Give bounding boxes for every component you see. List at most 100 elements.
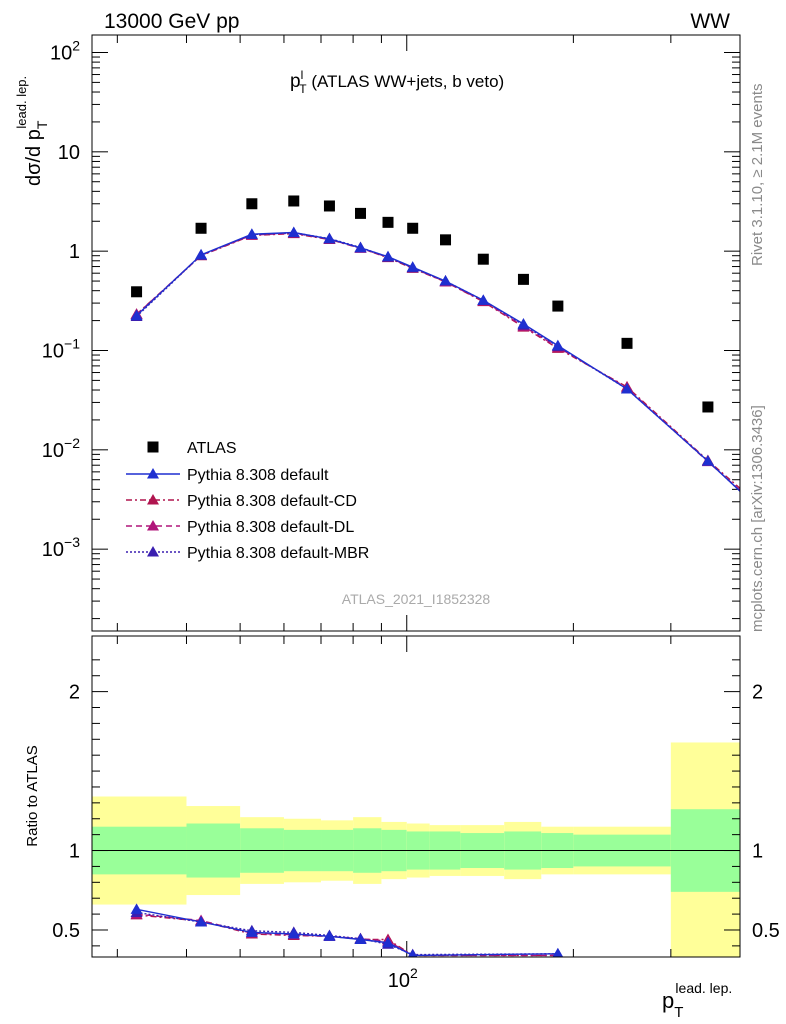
main-ytick-label: 102 xyxy=(50,37,80,64)
series-marker-default xyxy=(323,232,336,244)
main-ytick-label: 10−2 xyxy=(42,435,80,462)
series-marker-default xyxy=(382,936,395,948)
ratio-y-axis-label: Ratio to ATLAS xyxy=(24,745,41,846)
series-line-default xyxy=(136,908,558,957)
series-marker-default xyxy=(382,250,395,262)
ratio-bands xyxy=(92,742,740,957)
ratio-ytick-label-right: 1 xyxy=(752,841,763,863)
title-p: p xyxy=(290,71,301,92)
legend-marker-dl xyxy=(147,520,159,531)
atlas-data-point xyxy=(195,222,207,234)
main-ytick-label: 10−1 xyxy=(42,335,80,362)
legend-label: Pythia 8.308 default-MBR xyxy=(187,545,369,562)
analysis-label: ATLAS_2021_I1852328 xyxy=(342,591,491,607)
ratio-ytick-label: 1 xyxy=(69,841,80,863)
series-marker-default xyxy=(130,309,143,321)
ylabel-sub: T xyxy=(34,120,50,129)
main-ytick-label: 1 xyxy=(69,241,80,263)
ylabel-sup: lead. lep. xyxy=(14,76,29,129)
series-marker-default xyxy=(195,248,208,260)
side-label-top: Rivet 3.1.10, ≥ 2.1M events xyxy=(749,84,766,267)
header-left: 13000 GeV pp xyxy=(104,10,239,33)
atlas-data-point xyxy=(323,200,335,212)
legend-label: Pythia 8.308 default-DL xyxy=(187,519,354,536)
ratio-panel: 0.5 0.51 12 2 102 Ratio to ATLAS pTlead. le… xyxy=(24,635,780,1021)
ratio-ytick-label: 0.5 xyxy=(52,920,80,942)
legend-marker-default xyxy=(147,468,159,479)
ytick-base: 10 xyxy=(42,340,64,362)
atlas-data-point xyxy=(355,207,367,219)
ytick-exp: −3 xyxy=(64,534,80,550)
title-sub: T xyxy=(299,82,307,96)
atlas-data-point xyxy=(621,337,633,349)
atlas-data-point xyxy=(246,198,258,210)
xlabel-sup: lead. lep. xyxy=(675,980,732,996)
series-marker-default xyxy=(477,294,490,305)
legend-label: Pythia 8.308 default-CD xyxy=(187,493,357,510)
ratio-ytick-label-right: 0.5 xyxy=(752,920,780,942)
main-ytick-label: 10 xyxy=(58,142,80,164)
ratio-frame xyxy=(91,635,741,958)
ytick-exp: −1 xyxy=(64,335,80,351)
main-frame xyxy=(91,34,741,632)
atlas-data-point xyxy=(440,234,452,246)
ratio-ytick-label-right: 2 xyxy=(752,682,763,704)
atlas-data-point xyxy=(288,195,300,207)
series-marker-default xyxy=(195,916,208,927)
series-line-cd xyxy=(136,232,740,490)
title-sup: l xyxy=(301,68,304,82)
ytick-base: 10 xyxy=(42,440,64,462)
atlas-data-point xyxy=(702,401,714,413)
series-marker-default xyxy=(551,339,564,351)
series-marker-default xyxy=(408,949,418,957)
series-marker-default xyxy=(354,933,367,945)
legend-label: ATLAS xyxy=(187,440,237,457)
xlabel-main: p xyxy=(662,988,674,1013)
series-marker-default xyxy=(621,382,634,394)
atlas-data-point xyxy=(552,300,564,312)
ytick-exp: 2 xyxy=(72,37,80,53)
atlas-data-point xyxy=(131,286,143,298)
main-y-axis-label: dσ/d pTlead. lep. xyxy=(14,76,50,186)
series-marker-default xyxy=(287,927,300,939)
series-marker-default xyxy=(439,275,452,286)
series-marker-default xyxy=(552,947,564,957)
series-marker-default xyxy=(245,926,258,937)
xtick-exp: 2 xyxy=(410,965,418,981)
side-label-bottom: mcplots.cern.ch [arXiv:1306.3436] xyxy=(749,405,766,632)
ylabel-main: dσ/d p xyxy=(23,129,45,186)
legend-marker-data xyxy=(147,441,159,453)
ratio-xtick-label: 102 xyxy=(388,965,418,992)
legend-label: Pythia 8.308 default xyxy=(187,467,329,484)
series-marker-default xyxy=(130,903,143,914)
series-marker-default xyxy=(517,317,530,329)
ytick-exp: −2 xyxy=(64,435,80,451)
series-marker-default xyxy=(701,455,714,466)
atlas-data-point xyxy=(477,253,489,265)
ratio-plot-area xyxy=(130,903,564,957)
atlas-data-point xyxy=(517,273,529,285)
series-marker-default xyxy=(354,241,367,253)
main-x-ticks xyxy=(116,35,741,631)
xtick-base: 10 xyxy=(388,970,410,992)
ratio-ytick-label: 2 xyxy=(69,682,80,704)
legend-marker-mbr xyxy=(147,546,159,557)
series-marker-default xyxy=(287,226,300,238)
atlas-data-point xyxy=(382,216,394,228)
ratio-y-ticks: 0.5 0.5 1 1 2 2 xyxy=(52,659,780,947)
main-title: pl T (ATLAS WW+jets, b veto) xyxy=(290,68,504,96)
ratio-x-ticks: 102 xyxy=(116,636,741,992)
legend: ATLAS Pythia 8.308 default Pythia 8.308 de… xyxy=(126,440,369,562)
atlas-data-point xyxy=(407,222,419,234)
series-marker-default xyxy=(406,261,419,272)
ratio-x-axis-label: pTlead. lep. xyxy=(662,980,732,1021)
ytick-base: 10 xyxy=(50,42,72,64)
main-ytick-label: 10−3 xyxy=(42,534,80,561)
title-rest: (ATLAS WW+jets, b veto) xyxy=(307,72,505,91)
ytick-base: 10 xyxy=(42,539,64,561)
main-plot-area xyxy=(130,195,740,493)
series-marker-default xyxy=(323,930,336,941)
